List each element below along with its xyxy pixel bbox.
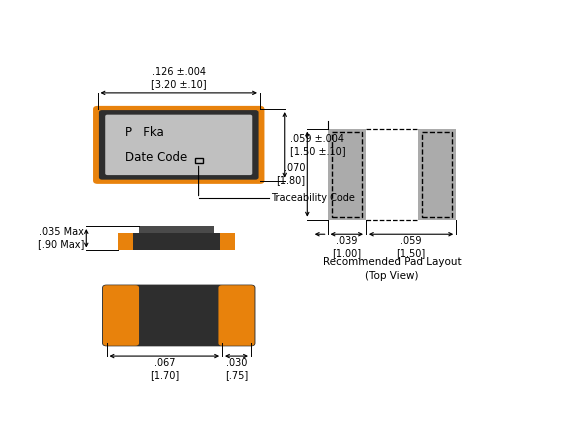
Text: .070
[1.80]: .070 [1.80] [276,163,305,185]
Text: .067
[1.70]: .067 [1.70] [150,358,179,381]
Bar [422,132,452,216]
FancyBboxPatch shape [99,110,258,180]
Text: .039
[1.00]: .039 [1.00] [332,236,361,259]
Text: .059 ±.004
[1.50 ±.10]: .059 ±.004 [1.50 ±.10] [290,134,346,156]
Bar [328,129,366,219]
Bar [194,157,203,163]
Bar [118,233,133,251]
Text: .126 ±.004
[3.20 ±.10]: .126 ±.004 [3.20 ±.10] [151,67,207,89]
Text: .030
[.75]: .030 [.75] [225,358,248,381]
Text: .059
[1.50]: .059 [1.50] [396,236,425,259]
Bar [118,233,235,251]
FancyBboxPatch shape [218,285,254,346]
Text: Date Code: Date Code [125,151,187,164]
Text: P   Fka: P Fka [125,125,164,138]
FancyBboxPatch shape [103,285,139,346]
FancyBboxPatch shape [102,284,255,346]
Text: Traceability Code: Traceability Code [271,194,355,203]
FancyBboxPatch shape [105,115,252,175]
Bar [220,233,235,251]
Text: Recommended Pad Layout
(Top View): Recommended Pad Layout (Top View) [322,257,461,281]
FancyBboxPatch shape [93,106,264,184]
Text: .035 Max
[.90 Max]: .035 Max [.90 Max] [38,227,84,249]
Bar [418,129,456,219]
Bar [139,226,214,233]
Bar [332,132,362,216]
